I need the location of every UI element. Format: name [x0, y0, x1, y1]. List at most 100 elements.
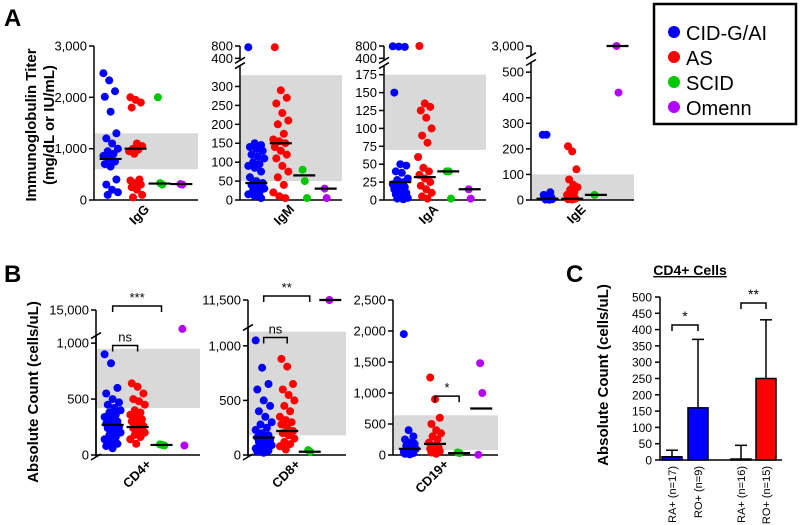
data-point: [432, 449, 441, 458]
data-point: [281, 194, 290, 203]
data-point: [102, 134, 111, 143]
data-point: [282, 150, 291, 159]
y-tick-label: 0: [370, 193, 377, 208]
data-point: [178, 324, 187, 333]
y-tick-label: 350: [632, 339, 652, 353]
y-tick-label: 100: [355, 121, 377, 136]
y-tick-label: 200: [211, 117, 233, 132]
data-point: [276, 146, 285, 155]
data-point: [138, 190, 147, 199]
y-tick-label: 0: [80, 193, 87, 208]
panel-letter-b: B: [4, 261, 21, 288]
y-tick-label: 0: [379, 448, 386, 463]
data-point: [108, 395, 117, 404]
data-point: [423, 194, 432, 203]
y-tick-label: 150: [211, 136, 233, 151]
data-point: [290, 434, 299, 443]
data-point: [393, 194, 402, 203]
y-tick-label: 0: [226, 193, 233, 208]
y-tick-label: 3,000: [491, 39, 524, 54]
data-point: [275, 412, 284, 421]
data-point: [278, 385, 287, 394]
data-point: [100, 413, 109, 421]
axis-break-mark: [242, 323, 254, 332]
data-point: [105, 76, 114, 85]
y-tick-label: 50: [219, 174, 233, 189]
chart-cd8: 0 500 1,000 11,500 CD8+ ns **: [202, 280, 346, 491]
x-axis-label: CD19+: [412, 456, 452, 496]
y-tick-label: 400: [502, 90, 524, 105]
data-point: [280, 401, 289, 410]
legend-label-scid: SCID: [686, 73, 734, 95]
y-tick-label: 100: [502, 167, 524, 182]
data-point: [273, 120, 282, 129]
panel-c-ylabel: Absolute Count (cells/uL): [595, 284, 612, 466]
y-tick-label: 125: [355, 103, 377, 118]
axis-break-mark: [525, 52, 537, 60]
axis-break-mark: [90, 331, 102, 340]
y-tick-label: 11,500: [202, 293, 241, 308]
data-point: [153, 93, 162, 102]
data-point: [264, 380, 273, 388]
data-point: [100, 92, 109, 101]
y-tick-label: 0: [82, 448, 89, 463]
y-tick-label: 100: [632, 421, 652, 435]
significance-label: ***: [129, 290, 144, 305]
x-axis-label: IgM: [271, 202, 297, 228]
data-point: [132, 185, 141, 194]
data-point: [115, 398, 123, 407]
data-point: [281, 445, 290, 454]
y-tick-label: 0: [645, 454, 652, 468]
data-point: [284, 431, 293, 440]
data-point: [402, 161, 411, 170]
y-tick-label: 400: [632, 323, 652, 337]
y-tick-label: 175: [355, 67, 377, 82]
y-tick-label: 400: [211, 51, 233, 66]
significance-label: *: [682, 308, 688, 324]
data-point: [139, 389, 148, 398]
data-point: [474, 450, 483, 459]
x-tick-label: RO+ (n=15): [761, 466, 773, 524]
bar: [730, 458, 752, 461]
significance-label: **: [748, 286, 759, 302]
data-point: [287, 418, 296, 427]
data-point: [269, 135, 278, 144]
y-tick-label: 500: [219, 393, 241, 408]
data-point: [136, 433, 145, 442]
y-tick-label: 250: [632, 372, 652, 386]
data-point: [572, 165, 581, 174]
data-point: [568, 147, 577, 156]
data-point: [272, 154, 281, 163]
data-point: [303, 194, 311, 203]
data-point: [399, 330, 408, 339]
data-point: [127, 379, 136, 388]
data-point: [113, 383, 122, 392]
data-point: [614, 88, 623, 97]
data-point: [112, 175, 121, 184]
data-point: [256, 420, 265, 429]
data-point: [278, 109, 287, 117]
data-point: [396, 160, 405, 169]
y-tick-label: 2,000: [54, 90, 87, 105]
y-tick-label: 200: [502, 141, 524, 156]
legend-marker-omenn: [668, 101, 680, 113]
chart-cd4_bar: 0 50 100 150 200 250 300 350 400 450 500 RA+ (n=17)…: [632, 286, 782, 524]
chart-igg: 0 1,000 2,000 3,000 IgG: [54, 39, 198, 227]
data-point: [113, 188, 122, 197]
legend: CID-G/AI AS SCID Omenn: [652, 2, 798, 126]
charts-layer: 01,0002,0003,000IgG050100150200250300400…: [49, 39, 782, 524]
axis-break-mark: [378, 56, 390, 64]
y-tick-label: 1,500: [353, 355, 386, 370]
data-point: [253, 152, 262, 161]
data-point: [426, 373, 435, 382]
data-point: [278, 161, 287, 170]
legend-marker-scid: [668, 76, 680, 88]
data-point: [405, 450, 414, 459]
data-point: [282, 93, 291, 102]
legend-label-as: AS: [686, 48, 713, 70]
data-point: [258, 363, 267, 372]
data-point: [132, 439, 141, 448]
data-point: [254, 407, 263, 416]
y-tick-label: 500: [632, 291, 652, 305]
data-point: [252, 144, 261, 153]
